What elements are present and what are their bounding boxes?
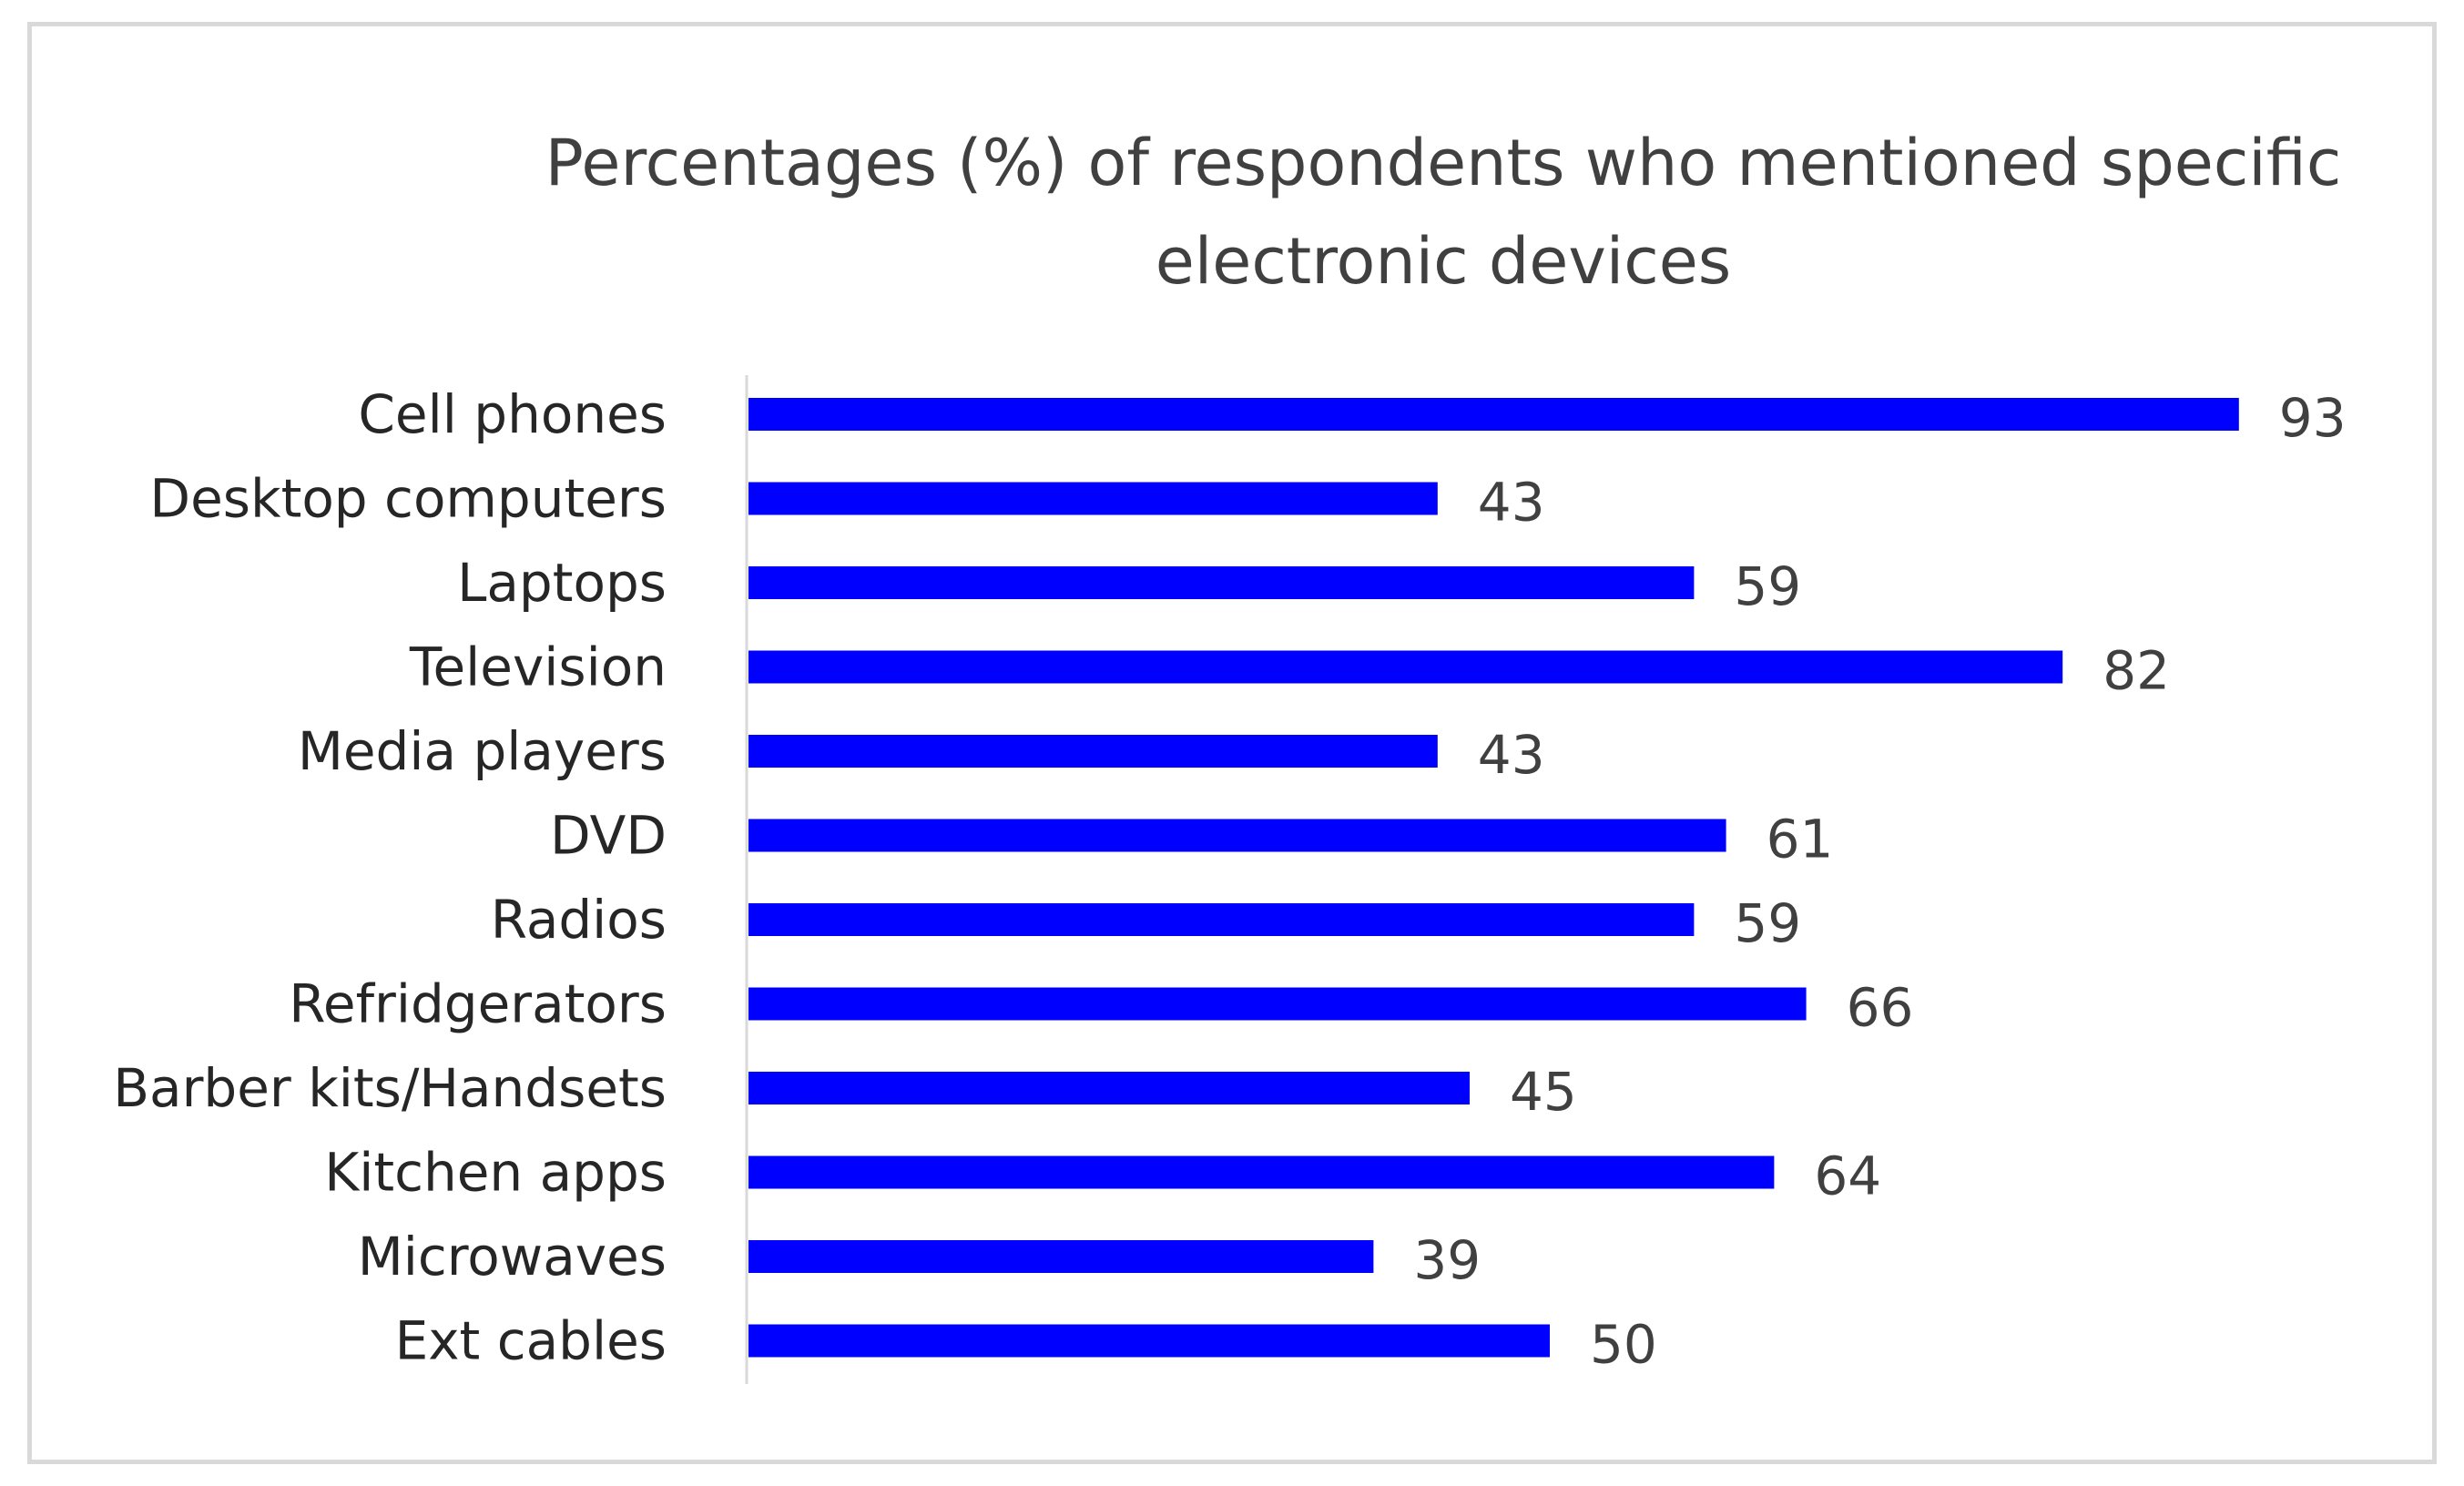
chart-title-line-1: Percentages (%) of respondents who menti… — [545, 126, 2342, 200]
category-tick-label: Barber kits/Handsets — [113, 1057, 667, 1119]
data-label: 93 — [2279, 387, 2347, 449]
bar — [748, 1240, 1374, 1273]
data-label: 43 — [1478, 472, 1545, 534]
category-tick-label: Laptops — [457, 552, 667, 614]
data-label: 45 — [1510, 1061, 1577, 1123]
bar — [748, 903, 1695, 936]
bar — [748, 1324, 1550, 1358]
category-tick-label: DVD — [550, 805, 667, 867]
data-label: 61 — [1767, 809, 1834, 870]
bar — [748, 735, 1438, 768]
category-tick-label: Cell phones — [358, 383, 667, 445]
data-label: 50 — [1590, 1314, 1657, 1376]
data-label: 64 — [1814, 1145, 1881, 1207]
data-label: 59 — [1734, 892, 1801, 954]
bar — [748, 1072, 1470, 1104]
category-tick-label: Radios — [491, 889, 667, 951]
bar — [748, 482, 1438, 515]
category-tick-label: Television — [409, 636, 667, 698]
category-tick-label: Kitchen apps — [324, 1142, 667, 1204]
data-label: 82 — [2103, 640, 2170, 702]
category-tick-label: Microwaves — [358, 1226, 667, 1288]
data-label: 43 — [1478, 724, 1545, 786]
bar — [748, 398, 2239, 431]
bar — [748, 1155, 1775, 1189]
chart-title-line-2: electronic devices — [1155, 224, 1732, 299]
bar — [748, 819, 1726, 852]
bar — [748, 650, 2063, 684]
bar — [748, 566, 1695, 599]
data-label: 66 — [1847, 977, 1914, 1039]
data-label: 59 — [1734, 555, 1801, 617]
category-tick-label: Ext cables — [395, 1310, 667, 1372]
category-tick-label: Desktop computers — [149, 468, 667, 530]
data-label: 39 — [1413, 1229, 1481, 1291]
category-tick-label: Refridgerators — [289, 973, 667, 1035]
chart-title: Percentages (%) of respondents who menti… — [483, 114, 2404, 310]
category-tick-label: Media players — [298, 720, 667, 782]
bar — [748, 987, 1807, 1021]
